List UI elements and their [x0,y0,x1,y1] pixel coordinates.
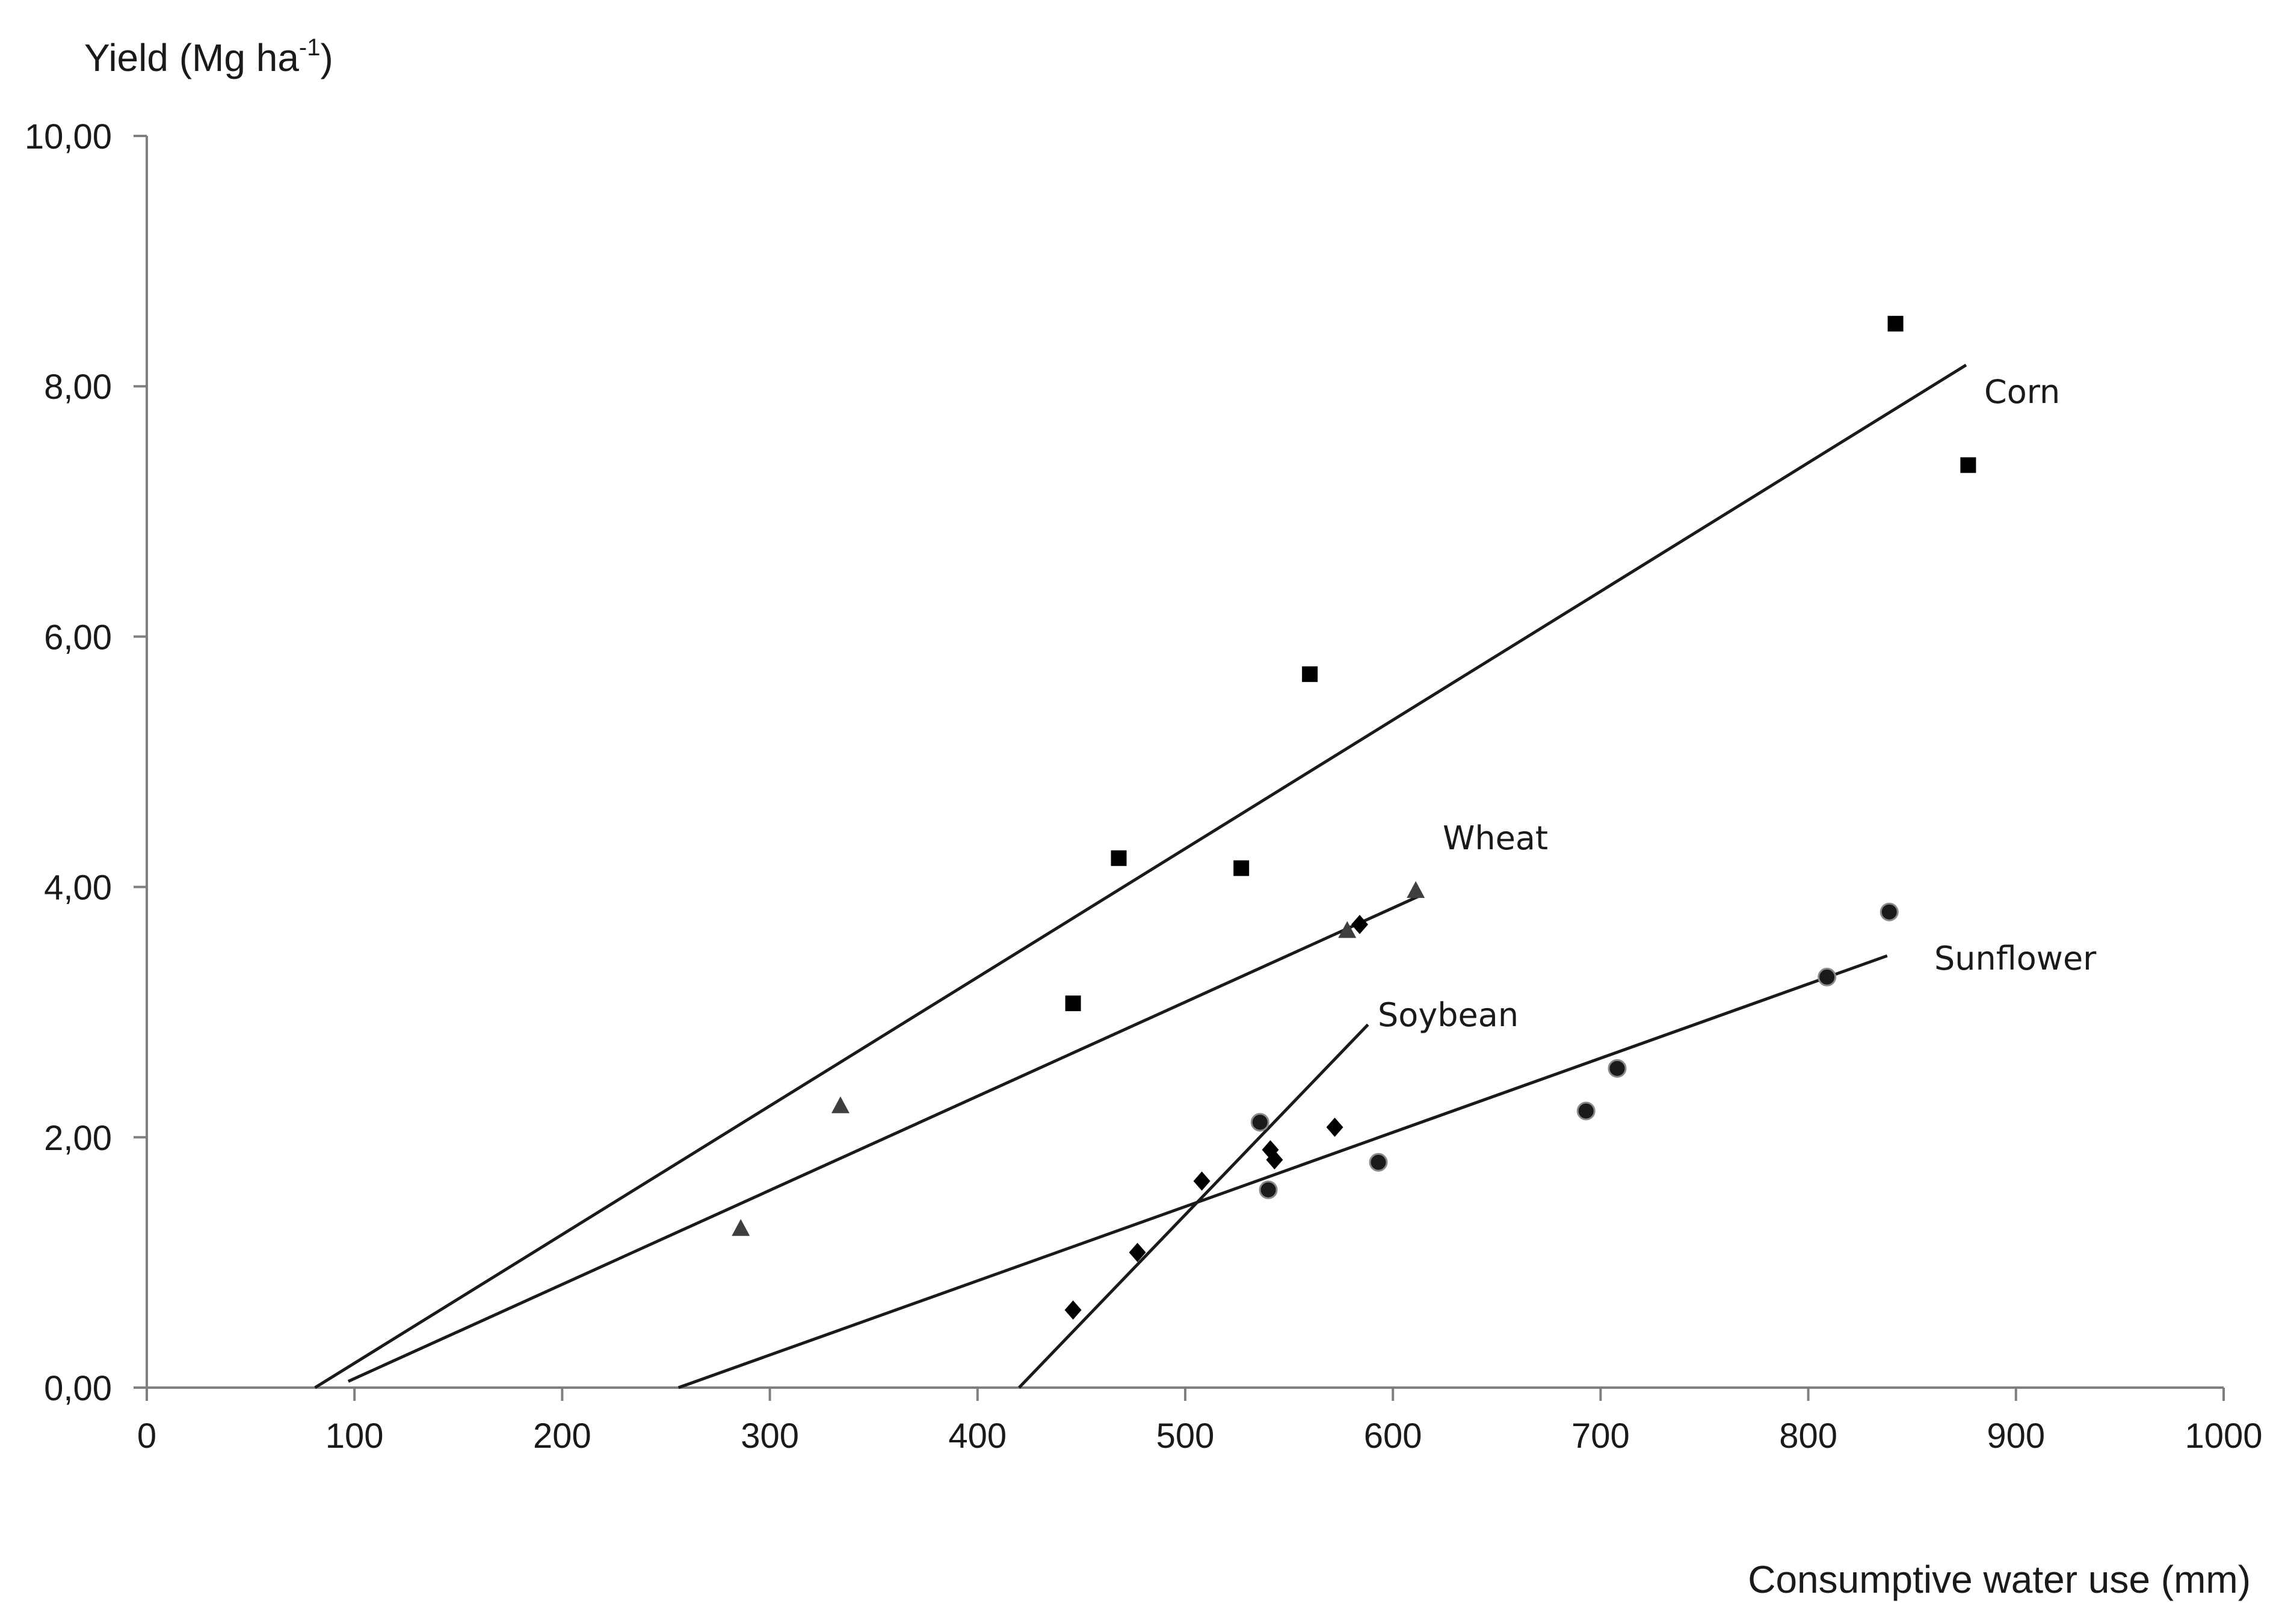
y-tick-label: 6,00 [44,618,112,657]
y-tick-label: 2,00 [44,1119,112,1158]
point-corn [1887,316,1904,332]
x-tick-label: 500 [1156,1416,1215,1456]
point-sunflower [1608,1059,1627,1078]
point-corn [1960,457,1976,473]
x-tick-label: 800 [1779,1416,1837,1456]
point-sunflower [1576,1101,1596,1121]
point-wheat [1338,921,1357,938]
point-soybean [1326,1118,1343,1137]
y-axis-title-close: ) [320,36,333,79]
regression-lines [314,363,1967,1389]
series-label-corn: Corn [1984,373,2060,411]
series-label-sunflower: Sunflower [1934,940,2097,977]
fit-line-corn [314,363,1967,1389]
fit-line-soybean [1018,1023,1369,1389]
series-label-wheat: Wheat [1443,819,1548,857]
point-sunflower [1880,902,1899,921]
y-axis-ticks: 0,00 2,00 4,00 6,00 8,00 10,00 [25,117,147,1408]
point-sunflower [1250,1113,1269,1132]
x-tick-label: 200 [533,1416,591,1456]
point-wheat [732,1219,750,1236]
x-tick-label: 100 [325,1416,384,1456]
y-axis-title: Yield (Mg ha-1) [84,34,333,79]
x-tick-label: 1000 [2185,1416,2262,1456]
point-soybean [1129,1243,1146,1263]
x-tick-label: 0 [137,1416,156,1456]
x-axis-title: Consumptive water use (mm) [1748,1558,2251,1601]
point-sunflower [1818,967,1837,986]
x-tick-label: 700 [1571,1416,1630,1456]
point-wheat [1407,881,1425,898]
x-tick-label: 900 [1987,1416,2045,1456]
point-soybean [1266,1150,1283,1170]
point-sunflower [1259,1180,1278,1199]
fit-line-sunflower [677,954,1888,1389]
fit-line-wheat [347,894,1421,1383]
y-axis-title-sup: -1 [299,34,321,61]
point-corn [1111,850,1127,866]
x-axis-ticks: 0 100 200 300 400 500 600 700 800 900 1000 [137,1388,2263,1456]
y-tick-label: 10,00 [25,117,112,156]
point-corn [1233,860,1250,876]
x-tick-label: 600 [1364,1416,1422,1456]
y-tick-label: 4,00 [44,869,112,908]
data-points [732,316,1976,1320]
x-tick-label: 300 [741,1416,799,1456]
y-tick-label: 0,00 [44,1369,112,1408]
point-corn [1065,995,1081,1012]
point-soybean [1351,915,1368,935]
y-tick-label: 8,00 [44,368,112,407]
y-axis-title-main: Yield (Mg ha [84,36,299,79]
series-label-soybean: Soybean [1378,996,1519,1034]
point-corn [1302,666,1318,682]
point-soybean [1064,1300,1082,1320]
point-sunflower [1369,1152,1388,1172]
x-tick-label: 400 [948,1416,1007,1456]
point-wheat [831,1096,850,1113]
point-soybean [1193,1171,1210,1191]
